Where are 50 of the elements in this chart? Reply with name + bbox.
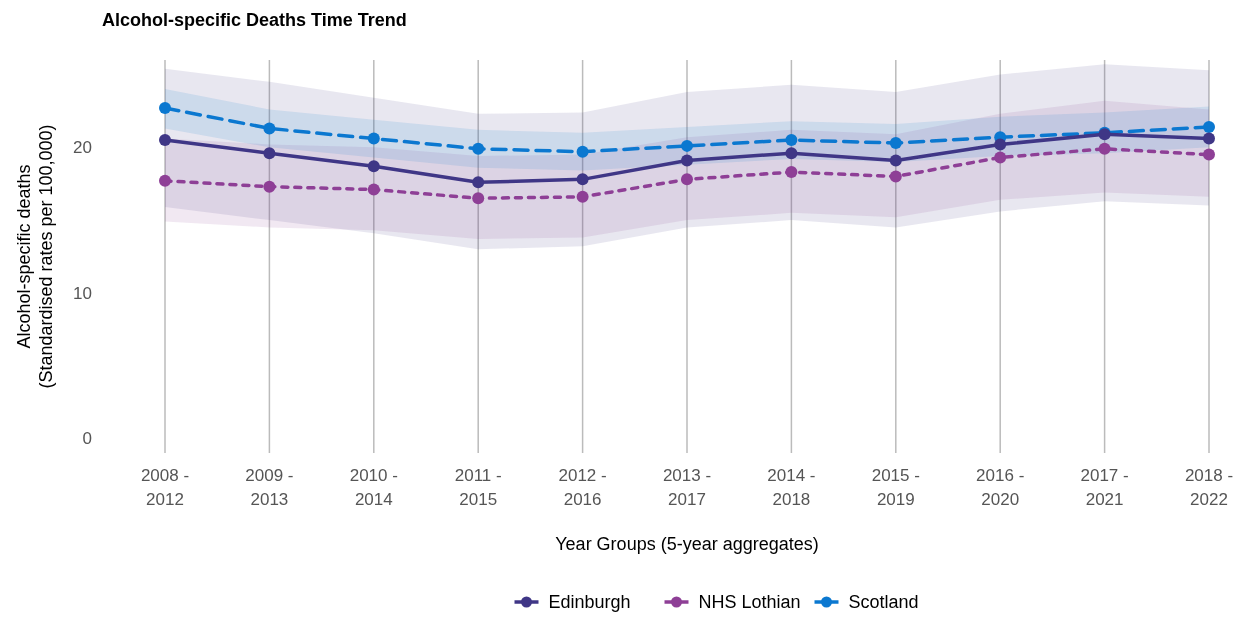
point: [1203, 148, 1215, 161]
point: [367, 183, 380, 196]
point: [785, 134, 798, 147]
point: [367, 132, 380, 145]
point: [472, 142, 485, 155]
x-tick-label: 2018 - 2022: [1184, 466, 1234, 509]
y-axis-title: Alcohol-specific deaths (Standardised rates per 100,000): [14, 124, 56, 389]
x-tick-label: 2009 - 2013: [245, 466, 294, 509]
point: [1203, 132, 1215, 145]
point: [785, 147, 798, 160]
point: [994, 138, 1007, 151]
point: [159, 102, 171, 115]
y-tick-label: 10: [73, 283, 92, 303]
point: [367, 160, 380, 173]
point: [994, 151, 1007, 164]
point: [576, 145, 589, 158]
legend-label: Edinburgh: [548, 592, 631, 612]
point: [472, 176, 485, 189]
x-tick-label: 2015 - 2019: [871, 466, 920, 509]
point: [263, 180, 276, 193]
x-tick-label: 2011 - 2015: [454, 466, 502, 509]
point: [263, 147, 276, 160]
legend-label: NHS Lothian: [698, 592, 801, 612]
legend-label: Scotland: [848, 592, 919, 612]
x-tick-label: 2017 - 2021: [1080, 466, 1129, 509]
point: [263, 122, 276, 135]
x-tick-label: 2010 - 2014: [349, 466, 398, 509]
point: [472, 192, 485, 205]
x-axis-title: Year Groups (5-year aggregates): [555, 534, 819, 554]
point: [889, 170, 902, 183]
x-tick-label: 2016 - 2020: [976, 466, 1025, 509]
x-tick-label: 2013 - 2017: [662, 466, 712, 509]
x-tick-label: 2012 - 2016: [558, 466, 607, 509]
point: [681, 173, 693, 186]
y-tick-label: 20: [73, 138, 92, 158]
y-tick-label: 0: [82, 429, 92, 449]
point: [889, 136, 902, 149]
point: [576, 173, 589, 186]
point: [1098, 142, 1111, 155]
point: [681, 154, 693, 167]
point: [889, 154, 902, 167]
point: [159, 134, 171, 147]
x-tick-label: 2008 - 2012: [140, 466, 190, 509]
chart-title: Alcohol-specific Deaths Time Trend: [102, 10, 407, 30]
point: [1203, 120, 1215, 133]
point: [576, 190, 589, 203]
point: [785, 166, 798, 179]
x-tick-label: 2014 - 2018: [767, 466, 816, 509]
point: [681, 139, 693, 152]
point: [159, 174, 171, 187]
